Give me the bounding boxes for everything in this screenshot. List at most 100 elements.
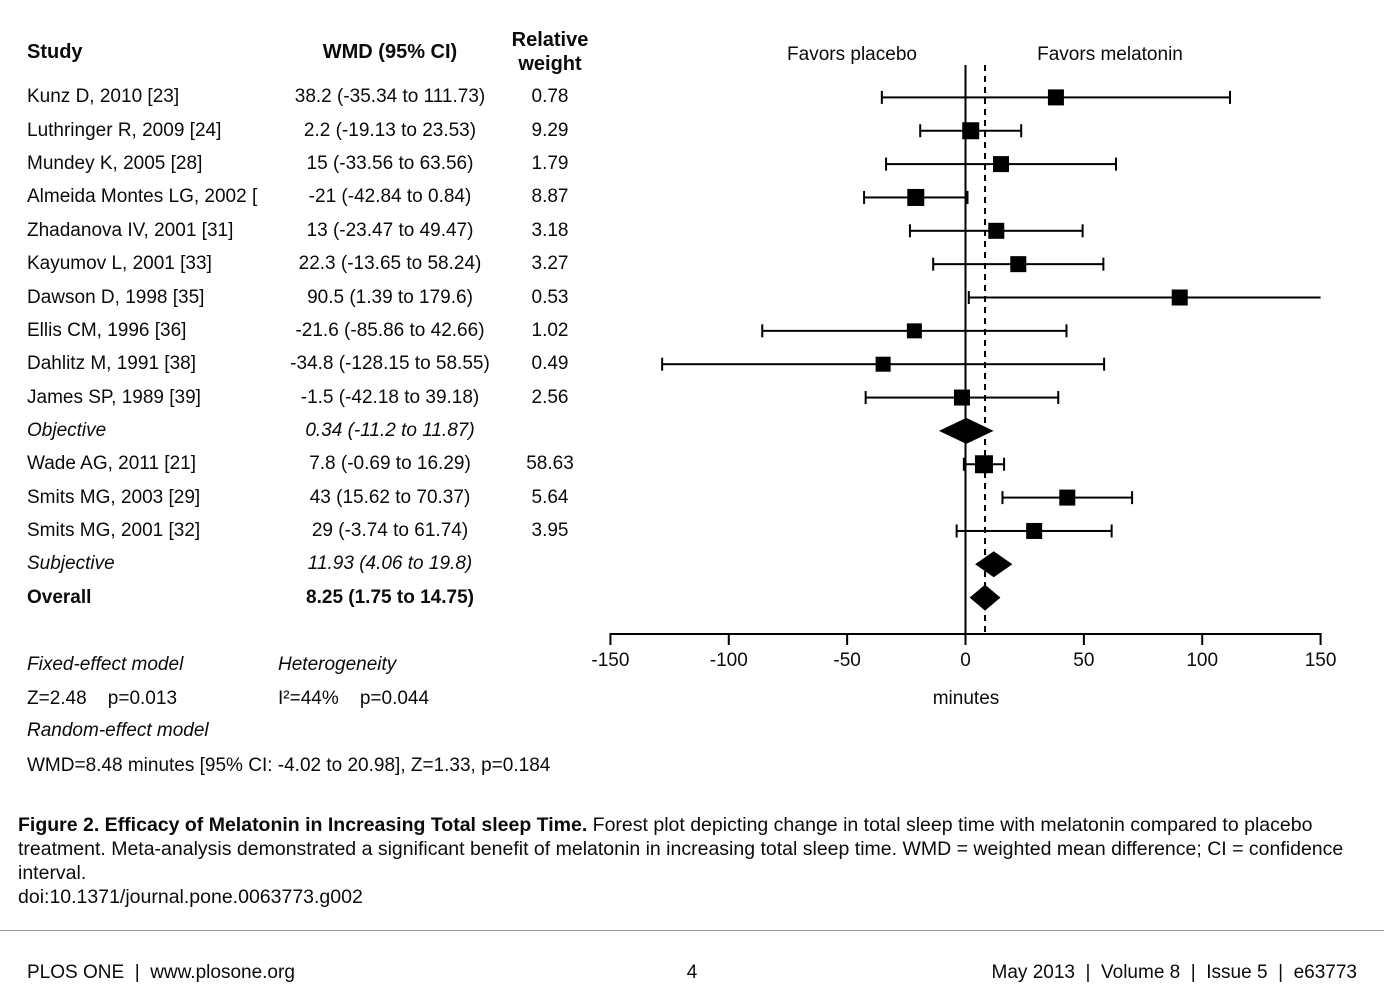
wmd-value: 38.2 (-35.34 to 111.73) bbox=[294, 86, 486, 108]
heterogeneity-label: Heterogeneity bbox=[278, 654, 397, 675]
doi-line: doi:10.1371/journal.pone.0063773.g002 bbox=[18, 886, 363, 908]
col-header-study: Study bbox=[27, 41, 83, 63]
axis-tick-label: -50 bbox=[833, 650, 861, 671]
weight-value: 1.79 bbox=[531, 153, 569, 175]
ci-cap-right bbox=[1020, 124, 1023, 138]
wmd-value: 22.3 (-13.65 to 58.24) bbox=[298, 253, 482, 275]
axis-tick bbox=[609, 635, 612, 645]
study-label: Smits MG, 2001 [32] bbox=[27, 519, 201, 541]
table-row: Wade AG, 2011 [21] 7.8 (-0.69 to 16.29) 58… bbox=[0, 453, 620, 475]
summary-diamond bbox=[938, 417, 994, 444]
table-row: Smits MG, 2001 [32] 29 (-3.74 to 61.74) 3.… bbox=[0, 520, 620, 542]
wmd-value: 13 (-23.47 to 49.47) bbox=[306, 219, 474, 241]
weight-value: 58.63 bbox=[526, 453, 574, 475]
footer-page-number: 4 bbox=[686, 962, 698, 983]
weight-value: 0.78 bbox=[531, 86, 569, 108]
ci-cap-right bbox=[1065, 324, 1068, 338]
ci-cap-left bbox=[661, 357, 664, 371]
ci-cap-left bbox=[919, 124, 922, 138]
table-row: Objective 0.34 (-11.2 to 11.87) bbox=[0, 420, 620, 442]
table-row: Ellis CM, 1996 [36] -21.6 (-85.86 to 42.6… bbox=[0, 320, 620, 342]
study-label: Mundey K, 2005 [28] bbox=[27, 153, 203, 175]
random-effect-model-values: WMD=8.48 minutes [95% CI: -4.02 to 20.98… bbox=[27, 755, 551, 776]
ci-cap-right bbox=[1103, 357, 1106, 371]
study-label: James SP, 1989 [39] bbox=[27, 386, 201, 408]
table-row: Zhadanova IV, 2001 [31] 13 (-23.47 to 49.… bbox=[0, 220, 620, 242]
axis-tick bbox=[1082, 635, 1085, 645]
favors-melatonin-label: Favors melatonin bbox=[1037, 44, 1183, 65]
ci-cap-right bbox=[1102, 257, 1105, 271]
zero-line bbox=[964, 65, 967, 634]
figure-caption: Figure 2. Efficacy of Melatonin in Incre… bbox=[18, 813, 1368, 885]
figure-caption-title: Figure 2. Efficacy of Melatonin in Incre… bbox=[18, 814, 588, 836]
wmd-value: 90.5 (1.39 to 179.6) bbox=[307, 286, 473, 308]
col-header-wmd: WMD (95% CI) bbox=[322, 41, 458, 63]
figure-caption-body: Forest plot depicting change in total sl… bbox=[18, 814, 1344, 884]
weight-value: 1.02 bbox=[531, 319, 569, 341]
table-row: Smits MG, 2003 [29] 43 (15.62 to 70.37) 5.… bbox=[0, 487, 620, 509]
table-row: Dahlitz M, 1991 [38] -34.8 (-128.15 to 58… bbox=[0, 353, 620, 375]
wmd-value: -21.6 (-85.86 to 42.66) bbox=[295, 319, 485, 341]
axis-tick-label: 100 bbox=[1186, 650, 1219, 671]
study-label: Ellis CM, 1996 [36] bbox=[27, 319, 187, 341]
heterogeneity-values: I²=44% p=0.044 bbox=[278, 688, 430, 709]
col-header-relative-weight: Relative weight bbox=[505, 28, 595, 76]
ci-cap-right bbox=[1081, 224, 1084, 238]
axis-tick bbox=[727, 635, 730, 645]
weight-value: 2.56 bbox=[531, 386, 569, 408]
weight-value: 8.87 bbox=[531, 186, 569, 208]
ci-cap-right bbox=[1114, 157, 1117, 171]
wmd-value: 11.93 (4.06 to 19.8) bbox=[307, 553, 473, 575]
effect-square bbox=[1059, 489, 1076, 506]
weight-value: 3.18 bbox=[531, 219, 569, 241]
x-axis bbox=[609, 633, 1322, 635]
wmd-value: 43 (15.62 to 70.37) bbox=[309, 486, 471, 508]
ci-cap-left bbox=[880, 90, 883, 104]
ci-cap-left bbox=[967, 291, 970, 304]
ci-cap-left bbox=[863, 190, 866, 204]
effect-square bbox=[993, 156, 1010, 173]
wmd-value: -1.5 (-42.18 to 39.18) bbox=[300, 386, 480, 408]
table-row: Almeida Montes LG, 2002 [-21 (-42.84 to … bbox=[0, 186, 620, 208]
ci-cap-left bbox=[761, 324, 764, 338]
effect-square bbox=[962, 122, 980, 140]
weight-value: 3.95 bbox=[531, 519, 569, 541]
fixed-effect-model-label: Fixed-effect model bbox=[27, 654, 184, 675]
ci-cap-right bbox=[1057, 391, 1060, 405]
ci-cap-right bbox=[1003, 457, 1006, 471]
wmd-value: -34.8 (-128.15 to 58.55) bbox=[290, 353, 490, 375]
ci-cap-left bbox=[908, 224, 911, 238]
table-row: Kunz D, 2010 [23] 38.2 (-35.34 to 111.73)… bbox=[0, 86, 620, 108]
x-axis-title: minutes bbox=[932, 688, 1000, 709]
ci-cap-left bbox=[885, 157, 888, 171]
col-header-relative-weight-line1: Relative bbox=[511, 29, 589, 51]
study-label: Almeida Montes LG, 2002 [ bbox=[27, 186, 258, 208]
effect-square bbox=[1010, 256, 1027, 273]
axis-tick-label: 150 bbox=[1304, 650, 1337, 671]
ci-cap-right bbox=[1228, 90, 1231, 104]
study-label: Kayumov L, 2001 [33] bbox=[27, 253, 212, 275]
weight-value: 5.64 bbox=[531, 486, 569, 508]
study-label: Dahlitz M, 1991 [38] bbox=[27, 353, 196, 375]
summary-diamond bbox=[975, 551, 1013, 578]
ci-cap-right bbox=[966, 190, 969, 204]
ci-cap-right bbox=[1110, 524, 1113, 538]
weight-value: 3.27 bbox=[531, 253, 569, 275]
weight-value: 9.29 bbox=[531, 119, 569, 141]
study-label: Subjective bbox=[27, 553, 115, 575]
ci-cap-left bbox=[955, 524, 958, 538]
study-label: Zhadanova IV, 2001 [31] bbox=[27, 219, 234, 241]
wmd-value: 8.25 (1.75 to 14.75) bbox=[306, 586, 474, 608]
table-row: Overall 8.25 (1.75 to 14.75) bbox=[0, 587, 620, 609]
effect-square bbox=[907, 188, 925, 206]
study-label: Luthringer R, 2009 [24] bbox=[27, 119, 222, 141]
wmd-value: 29 (-3.74 to 61.74) bbox=[311, 519, 469, 541]
ci-cap-right bbox=[1131, 491, 1134, 505]
wmd-value: 15 (-33.56 to 63.56) bbox=[306, 153, 474, 175]
study-label: Smits MG, 2003 [29] bbox=[27, 486, 201, 508]
effect-square bbox=[953, 389, 970, 406]
weight-value: 0.53 bbox=[531, 286, 569, 308]
effect-square bbox=[875, 356, 891, 372]
effect-square bbox=[906, 323, 922, 339]
